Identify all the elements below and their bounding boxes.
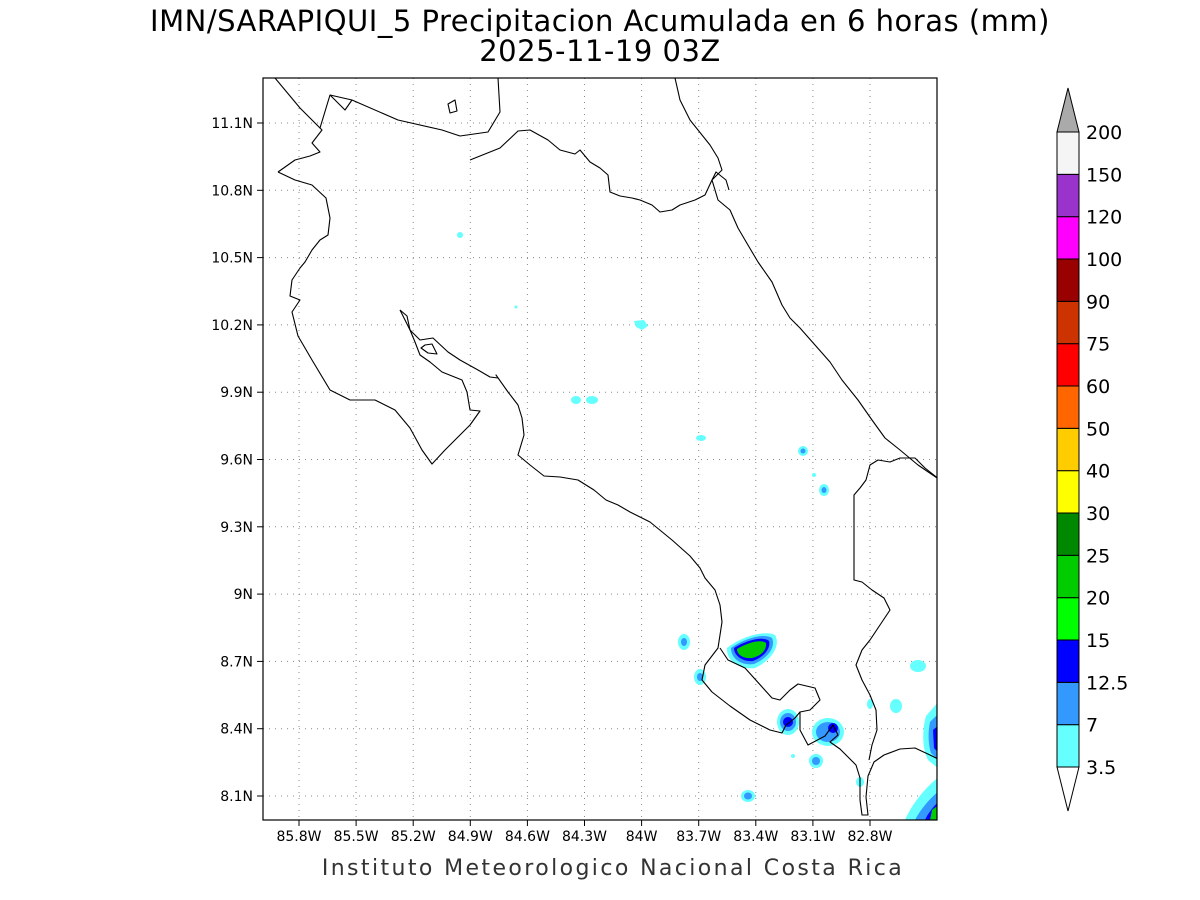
- legend-level-label: 75: [1086, 334, 1110, 356]
- lon-tick-label: 84.9W: [448, 829, 493, 845]
- legend-level-label: 20: [1086, 588, 1110, 610]
- legend-swatch: [1056, 343, 1080, 387]
- legend-level-label: 12.5: [1086, 672, 1128, 694]
- map-frame: [262, 77, 938, 821]
- lon-tick-label: 84.3W: [562, 829, 607, 845]
- map-grid: [263, 78, 937, 820]
- precip-cell-east-edge: [905, 703, 937, 820]
- legend-swatch: [1056, 173, 1080, 218]
- lon-tick-label: 84W: [626, 829, 658, 845]
- lon-tick-label: 85.8W: [276, 829, 321, 845]
- lon-tick-label: 83.1W: [790, 829, 835, 845]
- lon-tick-label: 85.5W: [334, 829, 379, 845]
- legend-level-label: 100: [1086, 249, 1122, 271]
- chart-date: 2025-11-19 03Z: [479, 34, 721, 68]
- lat-tick-label: 8.7N: [220, 654, 253, 670]
- legend-over-arrow: [1056, 87, 1080, 133]
- legend-level-label: 40: [1086, 461, 1110, 483]
- lon-tick-label: 85.2W: [391, 829, 436, 845]
- lat-tick-label: 10.8N: [211, 183, 253, 199]
- legend-swatch: [1056, 427, 1080, 472]
- footer-credit: Instituto Meteorologico Nacional Costa R…: [321, 856, 905, 881]
- chart-title: IMN/SARAPIQUI_5 Precipitacion Acumulada …: [150, 4, 1050, 38]
- precip-cell-main: [726, 633, 777, 669]
- precipitation-areas: [457, 232, 937, 820]
- legend-swatch: [1056, 216, 1080, 260]
- legend-swatch: [1056, 512, 1080, 556]
- legend-level-label: 60: [1086, 376, 1110, 398]
- latitude-labels: 11.1N 10.8N 10.5N 10.2N 9.9N 9.6N 9.3N 9N 8.7N 8.…: [211, 116, 263, 805]
- legend-swatch: [1056, 724, 1080, 768]
- legend-swatch: [1056, 300, 1080, 345]
- legend-level-label: 150: [1086, 164, 1122, 186]
- lat-tick-label: 9.9N: [220, 385, 253, 401]
- legend-swatch: [1056, 681, 1080, 726]
- coastline: [274, 78, 937, 816]
- legend-swatch: [1056, 470, 1080, 514]
- lat-tick-label: 9.3N: [220, 520, 253, 536]
- legend-level-label: 200: [1086, 122, 1122, 144]
- color-legend: 3.5 7 12.5 15 20 25 30 40 50 60 75 90 100 120 150 200: [1056, 87, 1128, 812]
- legend-under-arrow: [1056, 766, 1080, 812]
- lat-tick-label: 10.2N: [211, 318, 253, 334]
- lat-tick-label: 8.4N: [220, 722, 253, 738]
- legend-swatch: [1056, 639, 1080, 683]
- legend-swatch: [1056, 385, 1080, 429]
- lat-tick-label: 8.1N: [220, 789, 253, 805]
- legend-swatch: [1056, 131, 1080, 175]
- longitude-labels: 85.8W 85.5W 85.2W 84.9W 84.6W 84.3W 84W 83.7W 83…: [276, 820, 893, 845]
- lon-tick-label: 83.7W: [676, 829, 721, 845]
- lat-tick-label: 10.5N: [211, 251, 253, 267]
- lon-tick-label: 83.4W: [733, 829, 778, 845]
- lon-tick-label: 82.8W: [847, 829, 892, 845]
- legend-level-label: 90: [1086, 291, 1110, 313]
- lon-tick-label: 84.6W: [505, 829, 550, 845]
- lat-tick-label: 11.1N: [211, 116, 253, 132]
- legend-level-label: 25: [1086, 545, 1110, 567]
- legend-level-label: 7: [1086, 715, 1098, 737]
- precip-cell-scattered: [457, 232, 926, 802]
- legend-level-label: 120: [1086, 207, 1122, 229]
- legend-level-label: 50: [1086, 418, 1110, 440]
- legend-level-label: 15: [1086, 630, 1110, 652]
- legend-swatch: [1056, 258, 1080, 302]
- legend-swatch: [1056, 597, 1080, 641]
- lat-tick-label: 9.6N: [220, 453, 253, 469]
- lat-tick-label: 9N: [234, 587, 253, 603]
- legend-swatch: [1056, 554, 1080, 599]
- legend-level-label: 3.5: [1086, 757, 1116, 779]
- legend-level-label: 30: [1086, 503, 1110, 525]
